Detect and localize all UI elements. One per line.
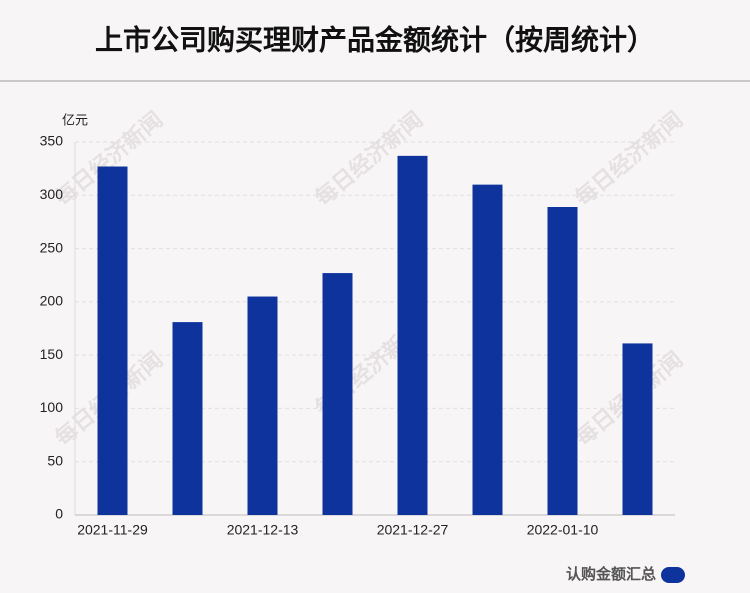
y-tick-label: 0	[55, 506, 63, 522]
bar	[322, 273, 353, 515]
y-tick-label: 350	[40, 133, 64, 149]
y-unit: 亿元	[62, 112, 88, 127]
x-tick-label: 2021-12-27	[377, 522, 449, 538]
bar	[622, 343, 653, 515]
bar	[247, 296, 278, 515]
legend-swatch	[661, 567, 685, 583]
y-tick-label: 150	[40, 346, 64, 362]
bar	[547, 207, 578, 515]
y-tick-label: 100	[40, 399, 64, 415]
x-tick-label: 2021-11-29	[77, 522, 148, 538]
y-tick-label: 300	[40, 186, 64, 202]
bar	[97, 166, 128, 516]
bar	[172, 322, 203, 515]
bar	[472, 184, 503, 515]
bar	[397, 155, 428, 515]
x-tick-label: 2021-12-13	[227, 522, 299, 538]
y-tick-label: 200	[40, 293, 64, 309]
x-tick-label: 2022-01-10	[527, 522, 599, 538]
legend-label: 认购金额汇总	[566, 565, 656, 583]
y-tick-label: 50	[47, 452, 63, 468]
chart-title: 上市公司购买理财产品金额统计（按周统计）	[95, 23, 655, 55]
y-tick-label: 250	[40, 239, 64, 255]
